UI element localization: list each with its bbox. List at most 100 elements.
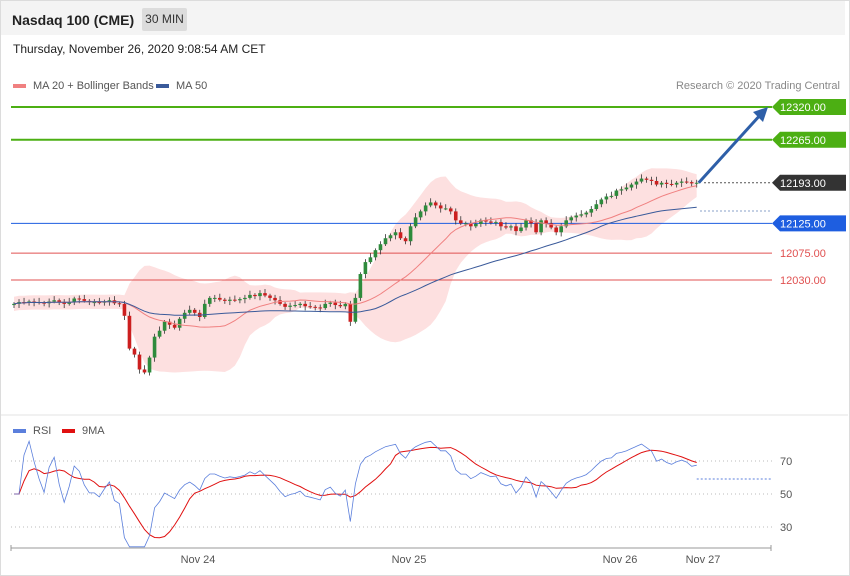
candle-up bbox=[298, 303, 302, 306]
candle-up bbox=[694, 182, 699, 184]
candle-up bbox=[609, 195, 614, 197]
candle-up bbox=[604, 196, 609, 200]
legend-rsi-ma-label: 9MA bbox=[82, 425, 105, 437]
candle-up bbox=[378, 244, 383, 251]
candle-down bbox=[644, 178, 649, 180]
candle-up bbox=[323, 303, 328, 309]
candle-down bbox=[664, 182, 669, 184]
candle-up bbox=[559, 226, 563, 233]
candle-down bbox=[438, 205, 443, 209]
candle-down bbox=[398, 232, 403, 239]
candle-down bbox=[127, 315, 132, 349]
candle-up bbox=[328, 302, 333, 304]
candle-up bbox=[343, 303, 348, 307]
candle-up bbox=[358, 274, 363, 298]
candle-up bbox=[52, 300, 56, 302]
candle-down bbox=[549, 223, 553, 228]
level-label-12030.00: 12030.00 bbox=[780, 275, 826, 287]
candle-up bbox=[12, 303, 16, 306]
candle-down bbox=[649, 179, 654, 181]
candle-up bbox=[288, 305, 292, 307]
candle-down bbox=[218, 297, 222, 300]
level-tag-12320.00 bbox=[772, 99, 846, 115]
projection-arrow-shaft bbox=[697, 111, 764, 184]
candle-up bbox=[574, 215, 579, 218]
legend-ma50-label: MA 50 bbox=[176, 80, 208, 92]
candle-down bbox=[529, 220, 533, 224]
x-tick-label-nov-27: Nov 27 bbox=[686, 554, 721, 566]
candle-up bbox=[207, 297, 212, 304]
candle-down bbox=[57, 300, 61, 303]
candle-down bbox=[514, 226, 518, 232]
candle-up bbox=[238, 299, 242, 301]
candle-up bbox=[629, 184, 634, 188]
candle-up bbox=[388, 235, 393, 239]
candle-up bbox=[519, 227, 523, 232]
candle-up bbox=[258, 293, 262, 297]
candle-down bbox=[77, 298, 82, 300]
candle-down bbox=[263, 293, 267, 296]
candle-up bbox=[443, 208, 448, 210]
candle-down bbox=[403, 238, 408, 242]
level-label-12320.00: 12320.00 bbox=[780, 102, 826, 114]
candle-up bbox=[599, 199, 604, 205]
level-tag-12193.00 bbox=[772, 174, 846, 191]
chart-header: Nasdaq 100 (CME) 30 MIN bbox=[1, 1, 845, 35]
candle-down bbox=[273, 297, 277, 301]
projection-arrow-head bbox=[753, 107, 768, 122]
candle-down bbox=[62, 302, 66, 304]
candle-up bbox=[594, 204, 599, 210]
candle-down bbox=[313, 306, 317, 308]
candle-down bbox=[489, 221, 493, 223]
candle-down bbox=[338, 305, 343, 307]
candle-up bbox=[213, 297, 217, 299]
candle-down bbox=[97, 302, 102, 304]
candle-up bbox=[539, 220, 543, 233]
candle-up bbox=[564, 220, 568, 227]
candle-down bbox=[122, 303, 127, 316]
candle-up bbox=[423, 205, 428, 212]
candle-down bbox=[192, 309, 197, 313]
candle-up bbox=[383, 238, 388, 245]
candle-up bbox=[243, 297, 247, 300]
candle-down bbox=[132, 348, 137, 355]
candle-up bbox=[579, 214, 584, 216]
candle-up bbox=[187, 309, 192, 313]
candle-up bbox=[509, 226, 513, 228]
candle-up bbox=[614, 190, 619, 196]
candle-down bbox=[448, 208, 453, 212]
rsi-swatch bbox=[13, 429, 26, 433]
candle-down bbox=[82, 299, 87, 301]
ma50-line bbox=[13, 206, 697, 316]
bollinger-band bbox=[14, 168, 697, 373]
candle-down bbox=[534, 223, 538, 233]
timeframe-badge[interactable]: 30 MIN bbox=[142, 8, 187, 31]
candle-down bbox=[684, 181, 689, 183]
rsi-tick-label-30: 30 bbox=[780, 522, 792, 534]
level-tag-12125.00 bbox=[772, 215, 846, 232]
candle-down bbox=[117, 303, 122, 305]
candle-down bbox=[458, 220, 463, 224]
candle-up bbox=[659, 182, 664, 185]
candle-up bbox=[474, 223, 478, 227]
candle-up bbox=[147, 357, 152, 373]
candle-down bbox=[308, 306, 312, 308]
candle-up bbox=[152, 336, 157, 358]
candle-down bbox=[453, 211, 458, 221]
candle-up bbox=[363, 262, 368, 275]
candle-down bbox=[469, 223, 473, 227]
candle-up bbox=[479, 220, 483, 224]
candle-up bbox=[373, 250, 378, 258]
candle-down bbox=[504, 226, 508, 228]
rsi-tick-label-50: 50 bbox=[780, 489, 792, 501]
candle-up bbox=[228, 299, 232, 301]
candle-up bbox=[524, 220, 528, 228]
legend-rsi: RSI bbox=[13, 425, 51, 437]
rsi-tick-label-70: 70 bbox=[780, 456, 792, 468]
candle-up bbox=[584, 212, 589, 215]
candle-up bbox=[92, 302, 97, 304]
level-label-12193.00: 12193.00 bbox=[780, 178, 826, 190]
candle-up bbox=[248, 294, 252, 298]
candle-down bbox=[303, 303, 307, 307]
